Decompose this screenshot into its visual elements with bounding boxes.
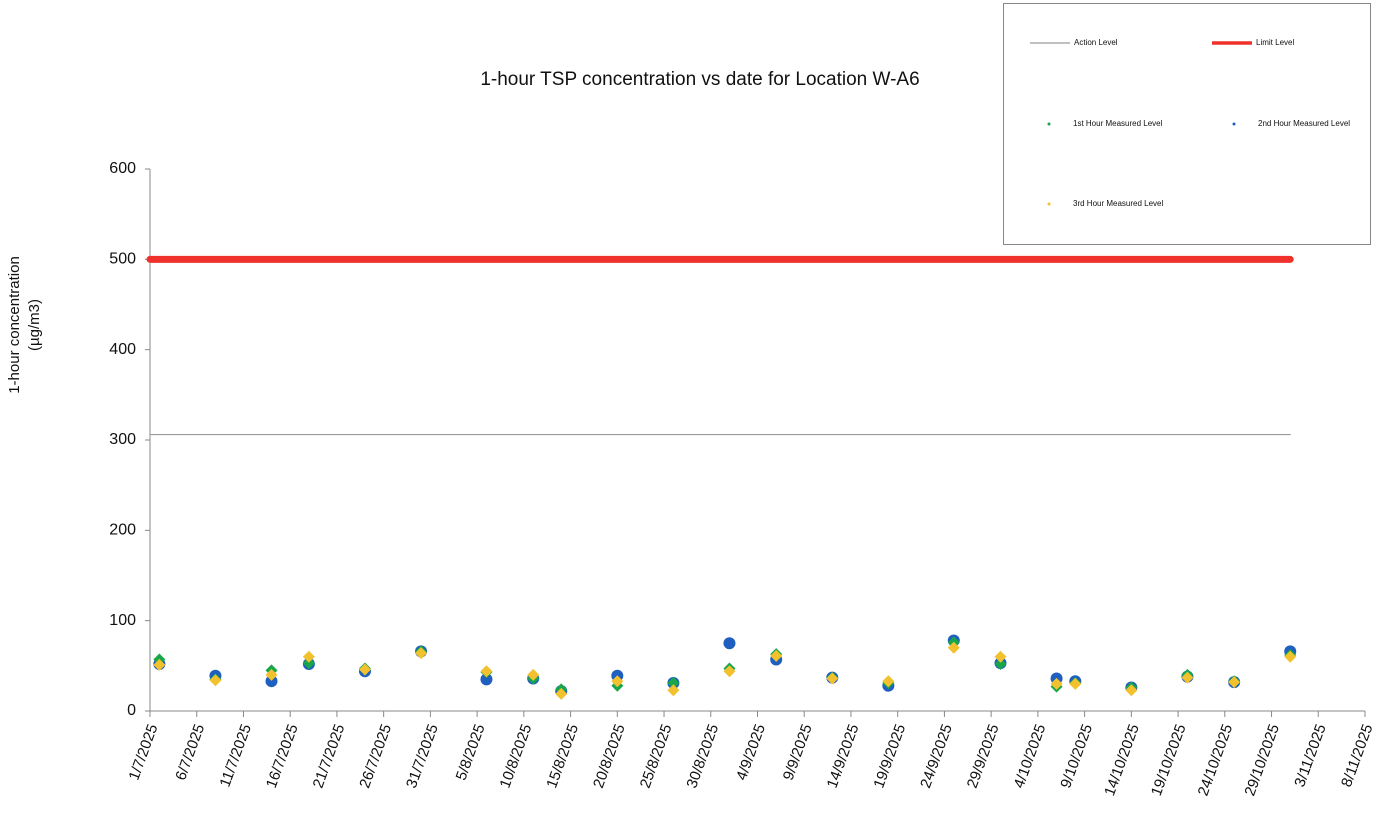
x-tick-label: 14/9/2025 [824, 722, 863, 791]
data-point [611, 675, 624, 688]
x-tick-label: 9/10/2025 [1057, 722, 1096, 791]
data-point [1181, 671, 1194, 684]
x-tick-label: 21/7/2025 [310, 722, 349, 791]
x-tick-label: 14/10/2025 [1101, 722, 1143, 798]
data-point [302, 650, 315, 663]
data-point [667, 676, 680, 689]
data-point [882, 675, 895, 688]
x-tick-label: 4/10/2025 [1011, 722, 1050, 791]
data-point [826, 672, 839, 685]
data-point [302, 657, 315, 670]
y-tick-label: 400 [109, 341, 136, 358]
data-point [667, 684, 680, 697]
data-point [947, 641, 960, 654]
data-point [723, 637, 736, 650]
x-tick-label: 30/8/2025 [683, 722, 722, 791]
x-tick-label: 1/7/2025 [126, 722, 162, 783]
x-tick-label: 31/7/2025 [403, 722, 442, 791]
data-point [209, 674, 222, 687]
legend-label: 2nd Hour Measured Level [1258, 119, 1350, 128]
data-point [1228, 676, 1241, 689]
x-tick-label: 26/7/2025 [356, 722, 395, 791]
x-tick-label: 24/9/2025 [917, 722, 956, 791]
x-tick-label: 11/7/2025 [217, 722, 255, 789]
data-point [770, 649, 783, 662]
legend-label: 3rd Hour Measured Level [1073, 199, 1163, 208]
data-point [358, 663, 371, 676]
data-point [994, 650, 1007, 663]
legend-label: 1st Hour Measured Level [1073, 119, 1163, 128]
legend-swatch [1047, 202, 1051, 206]
y-tick-label: 0 [127, 702, 136, 719]
x-tick-label: 20/8/2025 [590, 722, 629, 791]
data-point [265, 675, 278, 688]
data-point [1069, 677, 1082, 690]
x-tick-label: 3/11/2025 [1291, 722, 1329, 789]
y-tick-label: 200 [109, 522, 136, 539]
x-tick-label: 29/9/2025 [964, 722, 1003, 791]
data-point [480, 665, 493, 678]
x-tick-label: 9/9/2025 [780, 722, 816, 783]
x-tick-label: 29/10/2025 [1241, 722, 1283, 798]
legend-label: Limit Level [1256, 38, 1294, 47]
x-tick-label: 16/7/2025 [263, 722, 302, 791]
data-point [1125, 684, 1138, 697]
data-point [265, 668, 278, 681]
data-point [527, 668, 540, 681]
legend-swatch [1232, 122, 1236, 126]
legend-label: Action Level [1074, 38, 1118, 47]
y-axis-label: (µg/m3) [26, 299, 43, 351]
x-tick-label: 19/10/2025 [1148, 722, 1190, 798]
x-tick-label: 4/9/2025 [733, 722, 769, 783]
y-tick-label: 300 [109, 431, 136, 448]
x-tick-label: 24/10/2025 [1195, 722, 1237, 798]
data-point [1284, 650, 1297, 663]
legend-box [1003, 3, 1371, 245]
y-tick-label: 500 [109, 251, 136, 268]
data-point [994, 658, 1007, 671]
data-point [415, 647, 428, 660]
x-tick-label: 8/11/2025 [1338, 722, 1376, 789]
x-tick-label: 10/8/2025 [497, 722, 536, 791]
data-point [153, 658, 166, 671]
x-tick-label: 15/8/2025 [543, 722, 582, 791]
x-tick-label: 25/8/2025 [637, 722, 676, 791]
data-point [1050, 677, 1063, 690]
y-axis-label: 1-hour concentration [6, 256, 23, 394]
data-point [723, 665, 736, 678]
x-tick-label: 19/9/2025 [870, 722, 909, 791]
x-tick-label: 6/7/2025 [172, 722, 208, 783]
data-point [555, 687, 568, 700]
y-tick-label: 100 [109, 612, 136, 629]
legend-swatch [1047, 122, 1051, 126]
y-tick-label: 600 [109, 160, 136, 177]
data-point [480, 673, 493, 686]
x-tick-label: 5/8/2025 [453, 722, 489, 783]
chart-title: 1-hour TSP concentration vs date for Loc… [480, 69, 919, 90]
